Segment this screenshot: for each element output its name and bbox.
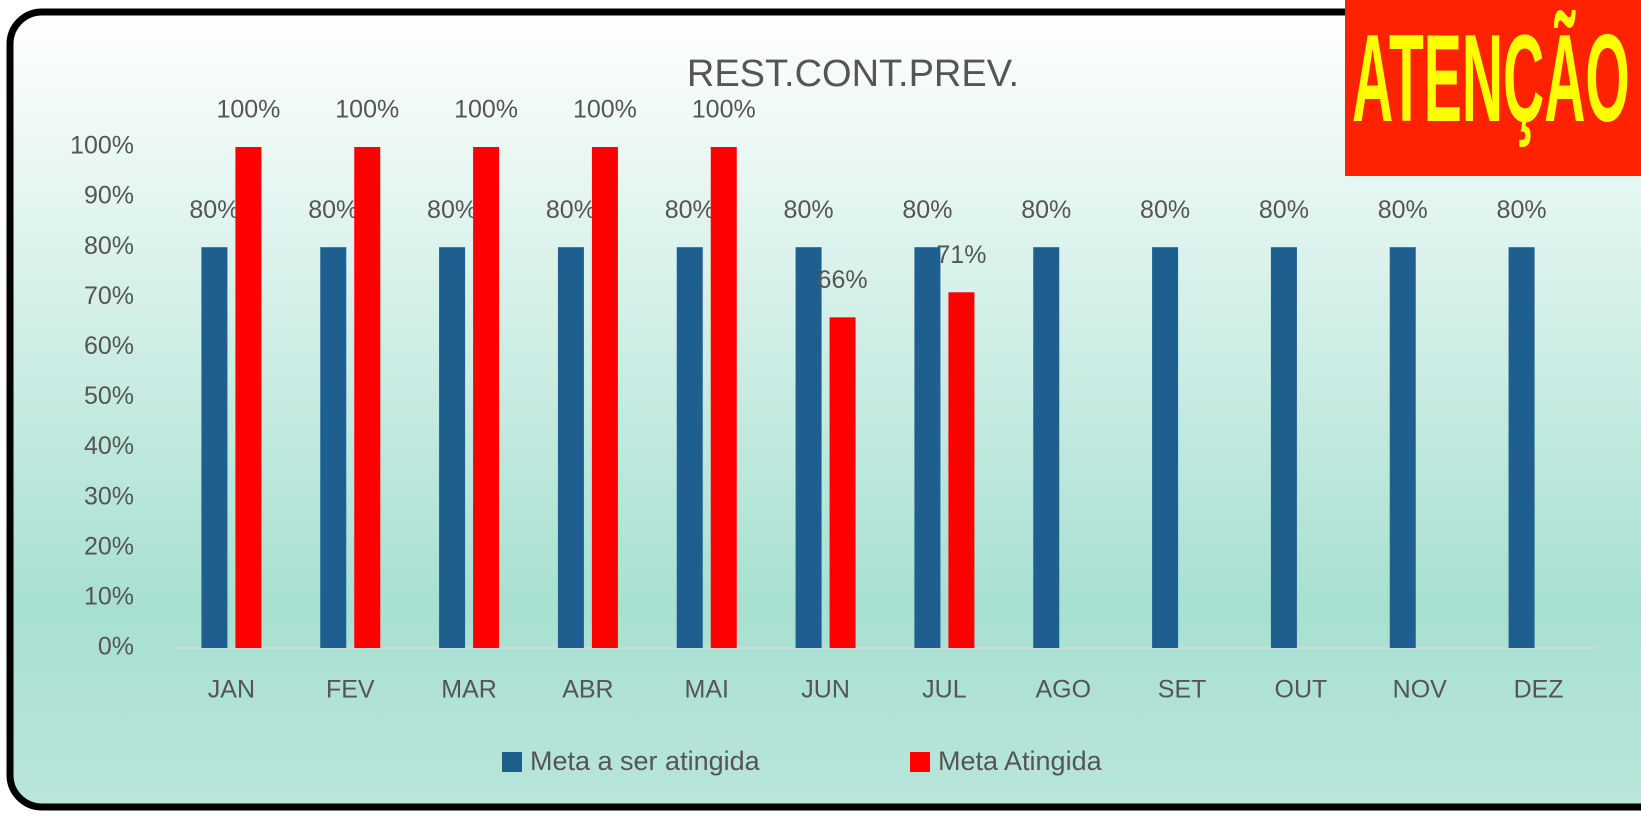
data-label: 100%	[454, 96, 518, 124]
x-tick-label: DEZ	[1514, 676, 1564, 704]
y-tick-label: 60%	[84, 332, 134, 360]
alert-box	[1345, 0, 1641, 176]
data-label: 80%	[1378, 196, 1428, 224]
bar	[676, 247, 703, 648]
x-tick-label: NOV	[1393, 676, 1448, 704]
bar	[591, 147, 618, 648]
bar	[235, 147, 262, 648]
data-label: 80%	[189, 196, 239, 224]
data-label: 80%	[902, 196, 952, 224]
bar	[1389, 247, 1416, 648]
bar	[914, 247, 941, 648]
bar	[710, 147, 737, 648]
bar	[354, 147, 381, 648]
data-label: 100%	[335, 96, 399, 124]
x-tick-label: AGO	[1035, 676, 1091, 704]
data-label: 80%	[784, 196, 834, 224]
data-label: 80%	[1497, 196, 1547, 224]
bar	[795, 247, 822, 648]
data-label: 100%	[692, 96, 756, 124]
bar	[948, 292, 975, 648]
legend-swatch	[910, 752, 930, 772]
y-tick-label: 30%	[84, 482, 134, 510]
y-tick-label: 100%	[70, 132, 134, 160]
data-label: 66%	[818, 266, 868, 294]
x-tick-label: JUL	[922, 676, 967, 704]
data-label: 100%	[216, 96, 280, 124]
x-tick-label: MAI	[685, 676, 729, 704]
bar	[1033, 247, 1060, 648]
legend-label: Meta a ser atingida	[530, 746, 761, 776]
y-tick-label: 50%	[84, 382, 134, 410]
y-tick-label: 80%	[84, 232, 134, 260]
data-label: 80%	[546, 196, 596, 224]
x-tick-label: ABR	[562, 676, 613, 704]
x-tick-label: JAN	[208, 676, 255, 704]
bar	[557, 247, 584, 648]
data-label: 80%	[1259, 196, 1309, 224]
data-label: 80%	[308, 196, 358, 224]
bar	[1152, 247, 1179, 648]
y-tick-label: 0%	[98, 633, 134, 661]
x-tick-label: SET	[1158, 676, 1207, 704]
bar	[473, 147, 500, 648]
legend-label: Meta Atingida	[938, 746, 1103, 776]
x-tick-label: MAR	[441, 676, 497, 704]
bar	[1508, 247, 1535, 648]
x-tick-label: OUT	[1275, 676, 1328, 704]
y-tick-label: 70%	[84, 282, 134, 310]
y-tick-label: 40%	[84, 432, 134, 460]
chart-title: REST.CONT.PREV.	[687, 53, 1019, 95]
y-tick-label: 10%	[84, 583, 134, 611]
data-label: 80%	[1140, 196, 1190, 224]
alert-text: ATENÇÃO	[1352, 9, 1630, 148]
data-label: 80%	[1021, 196, 1071, 224]
legend-swatch	[502, 752, 522, 772]
bar	[320, 247, 347, 648]
data-label: 80%	[427, 196, 477, 224]
x-tick-label: FEV	[326, 676, 375, 704]
bar	[829, 317, 856, 648]
y-tick-label: 90%	[84, 182, 134, 210]
data-label: 100%	[573, 96, 637, 124]
x-tick-label: JUN	[801, 676, 850, 704]
bar	[201, 247, 228, 648]
data-label: 71%	[936, 241, 986, 269]
y-tick-label: 20%	[84, 532, 134, 560]
chart-frame	[6, 8, 1641, 811]
bar	[439, 247, 466, 648]
bar	[1270, 247, 1297, 648]
data-label: 80%	[665, 196, 715, 224]
